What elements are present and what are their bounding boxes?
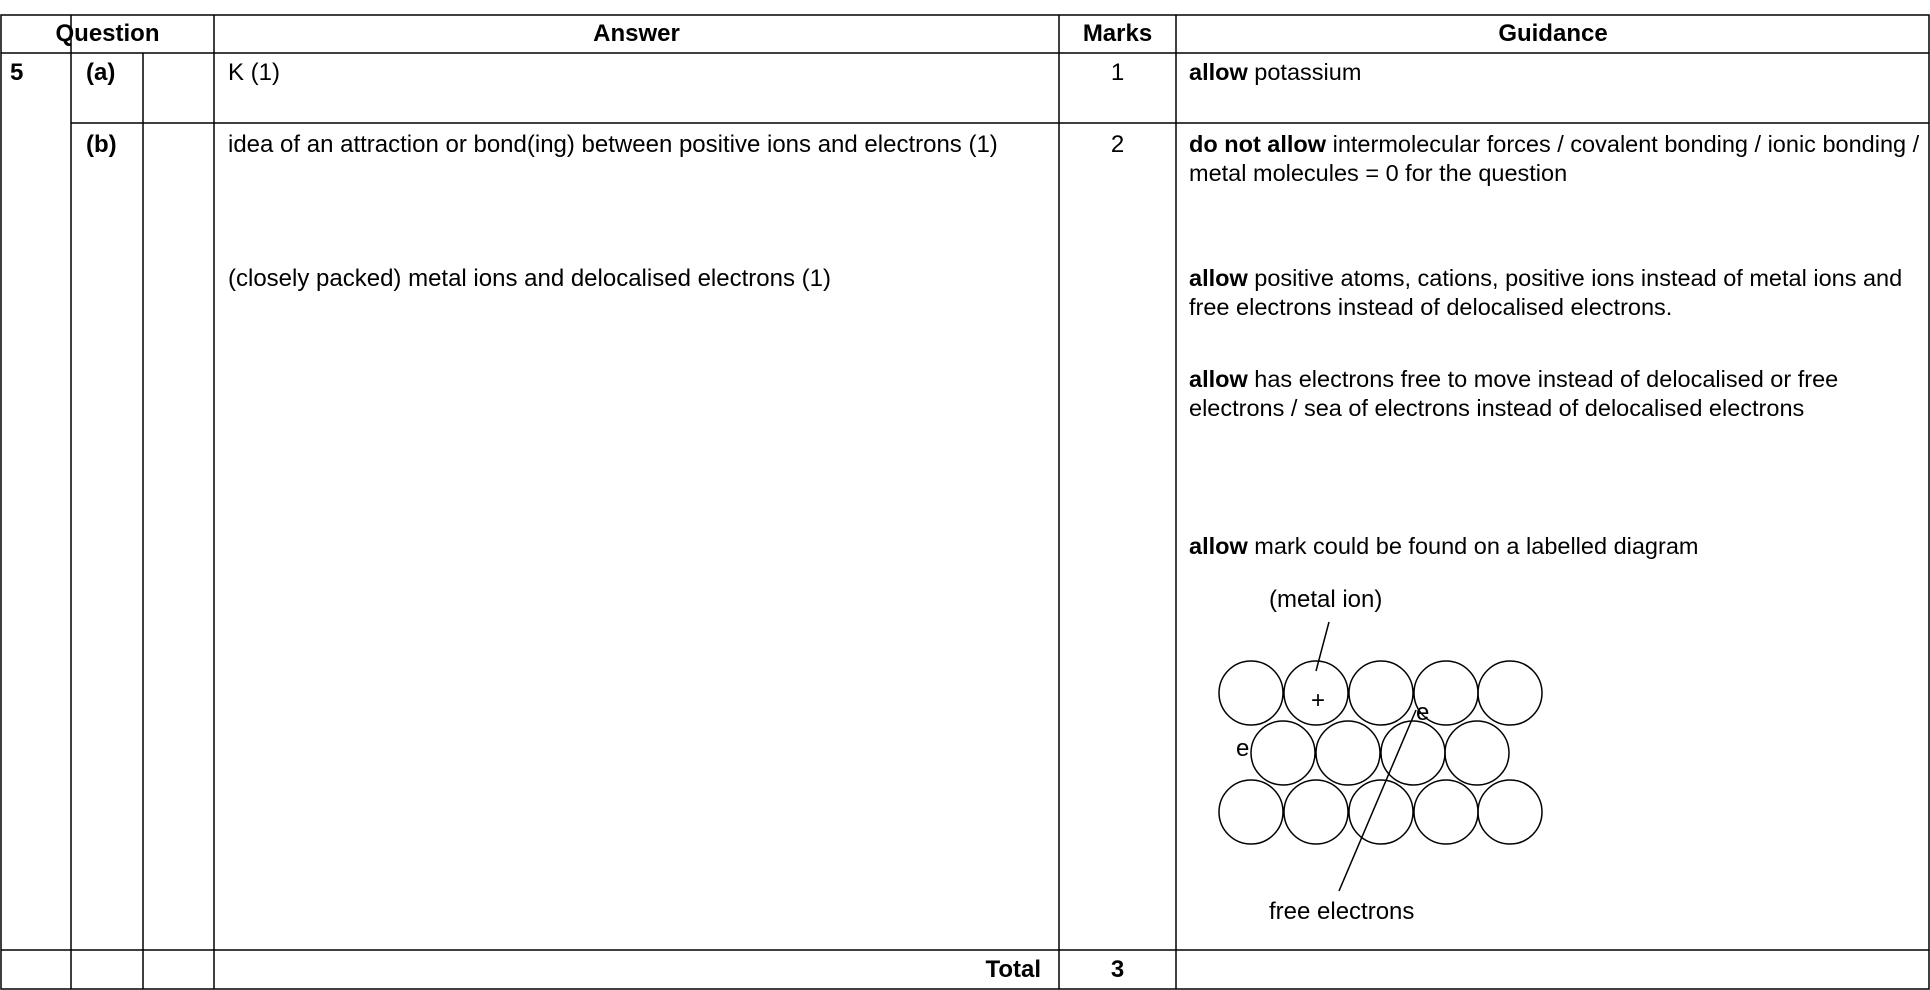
total-marks: 3 (1110, 956, 1125, 983)
answer-text: K (1) (228, 59, 281, 86)
answer-text: idea of an attraction or bond(ing) betwe… (228, 131, 998, 158)
header-answer: Answer (593, 20, 680, 47)
marks: 2 (1110, 131, 1125, 158)
question-part: (b) (86, 131, 117, 158)
table-border (0, 14, 1930, 990)
pointer (1338, 709, 1417, 892)
ion (1380, 720, 1446, 786)
guidance-text: allow potassium (1189, 58, 1929, 87)
metal-ion-label: (metal ion) (1269, 586, 1383, 613)
header-guidance: Guidance (1498, 20, 1608, 47)
ion (1348, 660, 1414, 726)
guidance-keyword: allow (1189, 533, 1248, 559)
ion (1250, 720, 1316, 786)
electron-label: e (1416, 699, 1429, 726)
ion (1315, 720, 1381, 786)
ion (1413, 779, 1479, 845)
marks: 1 (1110, 59, 1125, 86)
ion (1283, 660, 1349, 726)
guidance-detail: has electrons free to move instead of de… (1189, 366, 1839, 421)
ion (1444, 720, 1510, 786)
ion (1477, 660, 1543, 726)
ion (1348, 779, 1414, 845)
guidance-text: allow mark could be found on a labelled … (1189, 532, 1929, 561)
question-number: 5 (10, 59, 24, 86)
guidance-keyword: allow (1189, 265, 1248, 291)
guidance-detail: mark could be found on a labelled diagra… (1254, 533, 1699, 559)
ion (1218, 779, 1284, 845)
header-marks: Marks (1082, 20, 1153, 47)
guidance-detail: potassium (1254, 59, 1362, 85)
metal-lattice-diagram: e e + (1218, 621, 1543, 892)
ion (1413, 660, 1479, 726)
header-question: Question (55, 20, 160, 47)
ion (1477, 779, 1543, 845)
guidance-detail: intermolecular forces / covalent bonding… (1189, 131, 1920, 186)
guidance-keyword: allow (1189, 59, 1248, 85)
pointer (1315, 621, 1330, 672)
guidance-keyword: allow (1189, 366, 1248, 392)
guidance-text: allow positive atoms, cations, positive … (1189, 264, 1929, 322)
guidance-text: do not allow intermolecular forces / cov… (1189, 130, 1929, 188)
guidance-text: allow has electrons free to move instead… (1189, 365, 1929, 423)
guidance-detail: positive atoms, cations, positive ions i… (1189, 265, 1903, 320)
guidance-keyword: do not allow (1189, 131, 1327, 157)
answer-text: (closely packed) metal ions and delocali… (228, 265, 831, 292)
question-part: (a) (86, 59, 116, 86)
ion (1283, 779, 1349, 845)
free-electrons-label: free electrons (1269, 898, 1415, 925)
electron-label: e (1236, 735, 1249, 762)
ion (1218, 660, 1284, 726)
total-label: Total (985, 956, 1041, 983)
ion-charge: + (1311, 687, 1325, 714)
